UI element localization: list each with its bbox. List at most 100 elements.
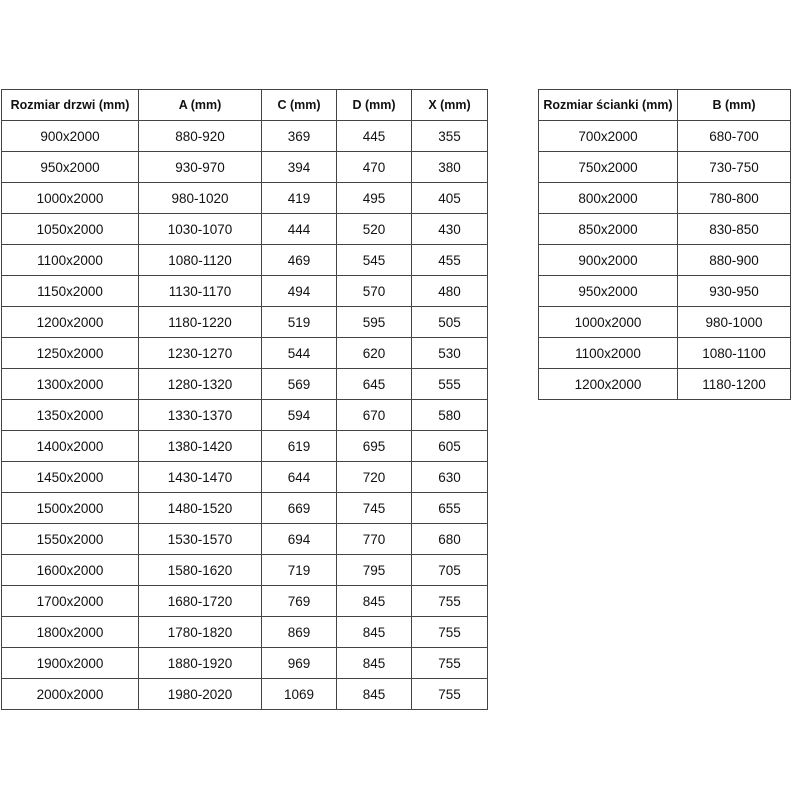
table-cell: 1400x2000 [1, 430, 139, 462]
table-cell: 1550x2000 [1, 523, 139, 555]
table-row: 1700x2000 1680-1720 769 845 755 [1, 585, 488, 617]
table-row: 750x2000 730-750 [538, 151, 791, 183]
table-row: 1400x2000 1380-1420 619 695 605 [1, 430, 488, 462]
table-row: 1450x2000 1430-1470 644 720 630 [1, 461, 488, 493]
table-cell: 695 [336, 430, 412, 462]
table-row: 1050x2000 1030-1070 444 520 430 [1, 213, 488, 245]
table-cell: 850x2000 [538, 213, 678, 245]
table-cell: 1600x2000 [1, 554, 139, 586]
table-cell: 520 [336, 213, 412, 245]
table-cell: 495 [336, 182, 412, 214]
table-row: 1000x2000 980-1000 [538, 306, 791, 338]
table-cell: 900x2000 [1, 120, 139, 152]
table-cell: 655 [411, 492, 488, 524]
table-cell: 380 [411, 151, 488, 183]
table-cell: 680 [411, 523, 488, 555]
table-cell: 2000x2000 [1, 678, 139, 710]
table-cell: 1380-1420 [138, 430, 262, 462]
table-row: 900x2000 880-900 [538, 244, 791, 276]
table-cell: 869 [261, 616, 337, 648]
table-cell: 755 [411, 647, 488, 679]
table-row: 1300x2000 1280-1320 569 645 555 [1, 368, 488, 400]
table-cell: 1980-2020 [138, 678, 262, 710]
column-header: D (mm) [336, 89, 412, 121]
table-header-row: Rozmiar ścianki (mm) B (mm) [538, 89, 791, 121]
table-row: 700x2000 680-700 [538, 120, 791, 152]
table-cell: 830-850 [677, 213, 791, 245]
table-row: 950x2000 930-970 394 470 380 [1, 151, 488, 183]
table-row: 1100x2000 1080-1100 [538, 337, 791, 369]
table-row: 1900x2000 1880-1920 969 845 755 [1, 647, 488, 679]
table-row: 1250x2000 1230-1270 544 620 530 [1, 337, 488, 369]
column-header: Rozmiar drzwi (mm) [1, 89, 139, 121]
table-cell: 1300x2000 [1, 368, 139, 400]
column-header: A (mm) [138, 89, 262, 121]
table-cell: 1069 [261, 678, 337, 710]
table-cell: 950x2000 [1, 151, 139, 183]
table-cell: 1250x2000 [1, 337, 139, 369]
table-cell: 1100x2000 [538, 337, 678, 369]
table-cell: 480 [411, 275, 488, 307]
table-row: 900x2000 880-920 369 445 355 [1, 120, 488, 152]
table-cell: 720 [336, 461, 412, 493]
table-cell: 1450x2000 [1, 461, 139, 493]
table-row: 1800x2000 1780-1820 869 845 755 [1, 616, 488, 648]
table-row: 1100x2000 1080-1120 469 545 455 [1, 244, 488, 276]
table-cell: 950x2000 [538, 275, 678, 307]
table-cell: 530 [411, 337, 488, 369]
table-cell: 444 [261, 213, 337, 245]
table-cell: 1080-1100 [677, 337, 791, 369]
table-cell: 795 [336, 554, 412, 586]
table-cell: 1180-1220 [138, 306, 262, 338]
table-cell: 469 [261, 244, 337, 276]
table-cell: 570 [336, 275, 412, 307]
table-cell: 1000x2000 [1, 182, 139, 214]
table-cell: 1050x2000 [1, 213, 139, 245]
table-row: 800x2000 780-800 [538, 182, 791, 214]
table-cell: 1700x2000 [1, 585, 139, 617]
table-cell: 494 [261, 275, 337, 307]
table-cell: 770 [336, 523, 412, 555]
table-cell: 455 [411, 244, 488, 276]
table-cell: 669 [261, 492, 337, 524]
table-header-row: Rozmiar drzwi (mm) A (mm) C (mm) D (mm) X (m… [1, 89, 488, 121]
table-cell: 1150x2000 [1, 275, 139, 307]
table-row: 1550x2000 1530-1570 694 770 680 [1, 523, 488, 555]
table-cell: 730-750 [677, 151, 791, 183]
table-cell: 1330-1370 [138, 399, 262, 431]
table-cell: 750x2000 [538, 151, 678, 183]
table-cell: 644 [261, 461, 337, 493]
table-cell: 1180-1200 [677, 368, 791, 400]
table-cell: 719 [261, 554, 337, 586]
table-cell: 355 [411, 120, 488, 152]
table-cell: 645 [336, 368, 412, 400]
column-header: C (mm) [261, 89, 337, 121]
table-cell: 1230-1270 [138, 337, 262, 369]
table-cell: 755 [411, 585, 488, 617]
table-cell: 845 [336, 616, 412, 648]
column-header: Rozmiar ścianki (mm) [538, 89, 678, 121]
table-cell: 1530-1570 [138, 523, 262, 555]
table-cell: 555 [411, 368, 488, 400]
table-cell: 1100x2000 [1, 244, 139, 276]
table-row: 1200x2000 1180-1200 [538, 368, 791, 400]
column-header: X (mm) [411, 89, 488, 121]
table-cell: 445 [336, 120, 412, 152]
table-cell: 519 [261, 306, 337, 338]
table-cell: 605 [411, 430, 488, 462]
table-cell: 505 [411, 306, 488, 338]
column-header: B (mm) [677, 89, 791, 121]
table-cell: 780-800 [677, 182, 791, 214]
table-cell: 969 [261, 647, 337, 679]
table-cell: 569 [261, 368, 337, 400]
table-cell: 1130-1170 [138, 275, 262, 307]
table-cell: 1030-1070 [138, 213, 262, 245]
table-row: 950x2000 930-950 [538, 275, 791, 307]
table-row: 1000x2000 980-1020 419 495 405 [1, 182, 488, 214]
table-cell: 580 [411, 399, 488, 431]
table-cell: 1880-1920 [138, 647, 262, 679]
table-cell: 630 [411, 461, 488, 493]
table-cell: 700x2000 [538, 120, 678, 152]
table-row: 1500x2000 1480-1520 669 745 655 [1, 492, 488, 524]
table-cell: 594 [261, 399, 337, 431]
